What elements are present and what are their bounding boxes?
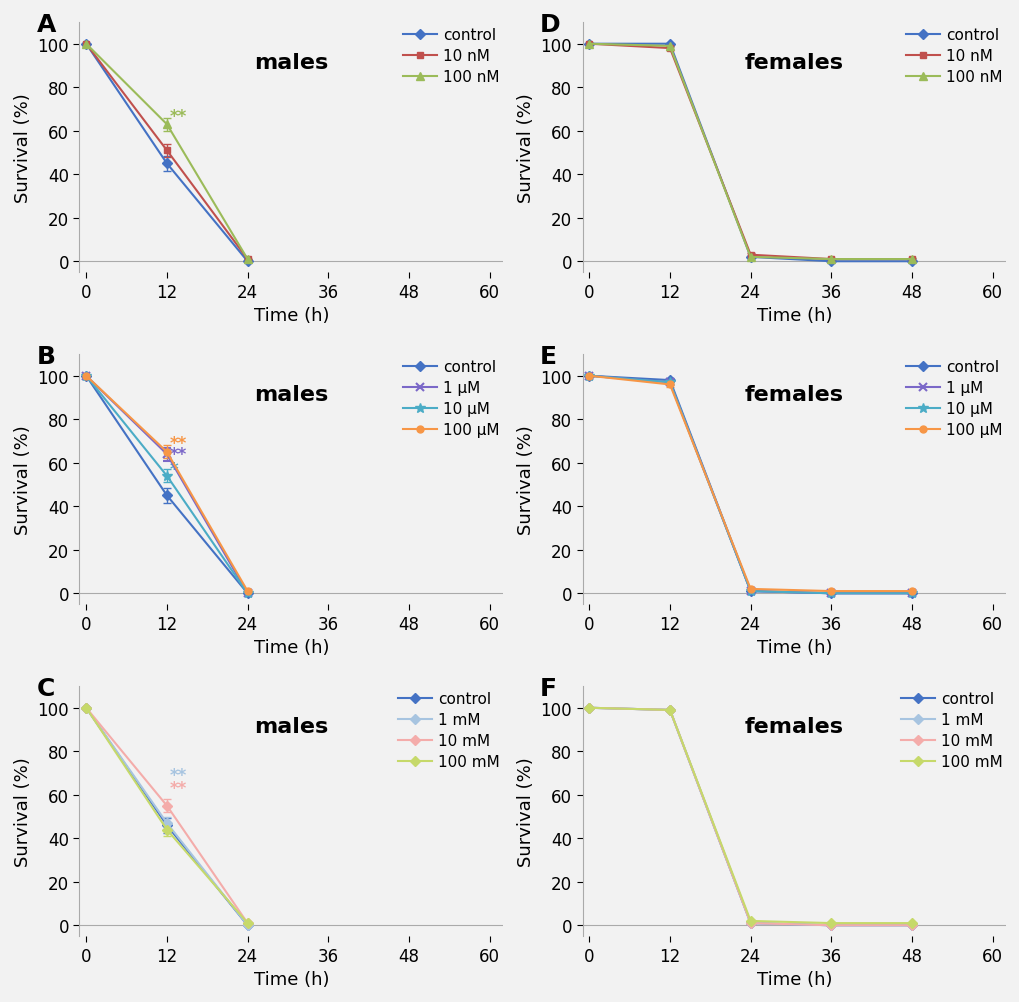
X-axis label: Time (h): Time (h) [254,638,329,656]
Text: D: D [540,13,560,37]
Text: B: B [37,345,56,369]
Y-axis label: Survival (%): Survival (%) [14,757,32,866]
Y-axis label: Survival (%): Survival (%) [14,425,32,534]
X-axis label: Time (h): Time (h) [756,307,832,325]
Text: F: F [540,676,556,700]
Text: males: males [254,716,328,736]
Text: **: ** [169,780,186,798]
Text: **: ** [169,767,186,785]
Text: males: males [254,385,328,405]
Legend: control, 1 mM, 10 mM, 100 mM: control, 1 mM, 10 mM, 100 mM [901,691,1002,770]
Y-axis label: Survival (%): Survival (%) [14,93,32,202]
Y-axis label: Survival (%): Survival (%) [517,757,534,866]
X-axis label: Time (h): Time (h) [254,307,329,325]
Text: E: E [540,345,556,369]
Text: females: females [744,53,843,73]
Legend: control, 1 μM, 10 μM, 100 μM: control, 1 μM, 10 μM, 100 μM [906,360,1002,438]
Text: males: males [254,53,328,73]
Legend: control, 10 nM, 100 nM: control, 10 nM, 100 nM [404,28,499,85]
Legend: control, 1 mM, 10 mM, 100 mM: control, 1 mM, 10 mM, 100 mM [397,691,499,770]
Text: females: females [744,716,843,736]
Text: C: C [37,676,55,700]
X-axis label: Time (h): Time (h) [756,638,832,656]
Text: *: * [169,461,178,479]
Legend: control, 10 nM, 100 nM: control, 10 nM, 100 nM [906,28,1002,85]
Text: **: ** [169,446,186,464]
X-axis label: Time (h): Time (h) [756,970,832,988]
Text: **: ** [169,107,186,125]
Legend: control, 1 μM, 10 μM, 100 μM: control, 1 μM, 10 μM, 100 μM [404,360,499,438]
Y-axis label: Survival (%): Survival (%) [517,93,534,202]
Y-axis label: Survival (%): Survival (%) [517,425,534,534]
X-axis label: Time (h): Time (h) [254,970,329,988]
Text: A: A [37,13,56,37]
Text: **: ** [169,435,186,453]
Text: females: females [744,385,843,405]
